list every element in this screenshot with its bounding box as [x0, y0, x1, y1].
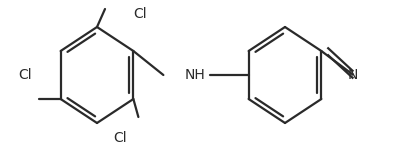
Text: Cl: Cl: [18, 68, 32, 82]
Text: N: N: [348, 68, 358, 82]
Text: Cl: Cl: [113, 131, 127, 145]
Text: Cl: Cl: [133, 7, 147, 21]
Text: NH: NH: [185, 68, 206, 82]
